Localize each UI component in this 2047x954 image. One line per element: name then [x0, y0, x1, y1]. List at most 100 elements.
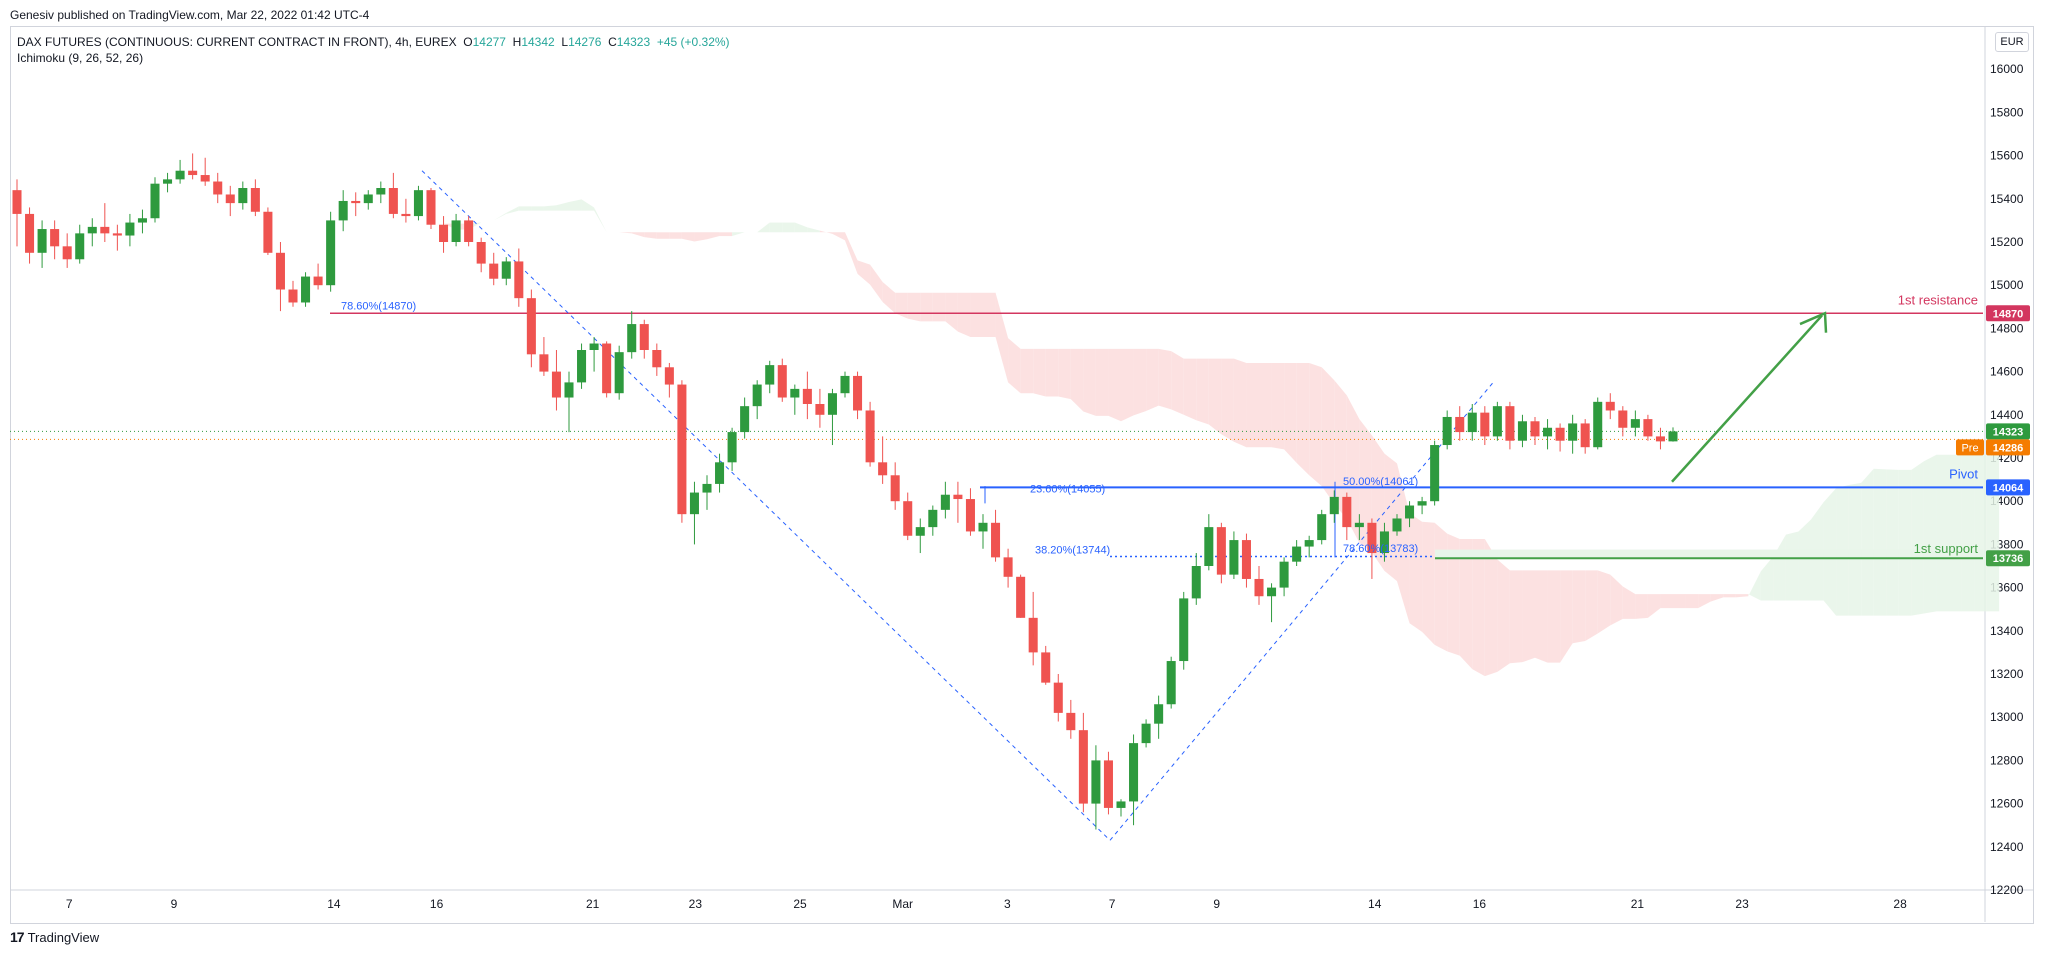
- candle-body[interactable]: [1605, 401, 1615, 411]
- candle-body[interactable]: [702, 483, 712, 493]
- candle-body[interactable]: [865, 410, 875, 463]
- candle-body[interactable]: [1492, 406, 1502, 437]
- candle-body[interactable]: [238, 188, 248, 204]
- candle-body[interactable]: [827, 393, 837, 415]
- candle-body[interactable]: [777, 365, 787, 398]
- candle-body[interactable]: [1643, 419, 1653, 437]
- candle-body[interactable]: [1028, 617, 1038, 653]
- candle-body[interactable]: [1267, 587, 1277, 597]
- candle-body[interactable]: [1066, 712, 1076, 731]
- candle-body[interactable]: [12, 190, 22, 214]
- candle-body[interactable]: [1655, 436, 1665, 442]
- candle-body[interactable]: [526, 298, 536, 355]
- candle-body[interactable]: [351, 200, 361, 204]
- candle-body[interactable]: [802, 388, 812, 404]
- candle-body[interactable]: [1580, 423, 1590, 448]
- candle-body[interactable]: [752, 384, 762, 407]
- candle-body[interactable]: [363, 194, 373, 204]
- candle-body[interactable]: [589, 343, 599, 350]
- candle-body[interactable]: [163, 179, 173, 184]
- candle-body[interactable]: [1379, 531, 1389, 554]
- candle-body[interactable]: [1543, 427, 1553, 437]
- candle-body[interactable]: [326, 220, 336, 286]
- candle-body[interactable]: [1392, 518, 1402, 532]
- candle-body[interactable]: [1154, 704, 1164, 724]
- candle-body[interactable]: [137, 218, 147, 223]
- candle-body[interactable]: [602, 343, 612, 394]
- candle-body[interactable]: [627, 324, 637, 353]
- candle-body[interactable]: [1455, 416, 1465, 433]
- candle-body[interactable]: [1229, 540, 1239, 575]
- candle-body[interactable]: [200, 175, 210, 182]
- candle-body[interactable]: [1204, 527, 1214, 566]
- candle-body[interactable]: [614, 352, 624, 394]
- candle-body[interactable]: [439, 224, 449, 242]
- candle-body[interactable]: [1216, 527, 1226, 575]
- candle-body[interactable]: [740, 406, 750, 433]
- candle-body[interactable]: [37, 229, 47, 253]
- candle-body[interactable]: [1116, 801, 1126, 808]
- candle-body[interactable]: [1317, 514, 1327, 541]
- candle-body[interactable]: [1241, 540, 1251, 579]
- candle-body[interactable]: [539, 354, 549, 372]
- candle-body[interactable]: [62, 246, 72, 260]
- candle-body[interactable]: [275, 252, 285, 290]
- candle-body[interactable]: [338, 200, 348, 221]
- candle-body[interactable]: [1530, 421, 1540, 437]
- candle-body[interactable]: [188, 170, 198, 176]
- candle-body[interactable]: [1091, 760, 1101, 804]
- candle-body[interactable]: [1630, 419, 1640, 428]
- candle-body[interactable]: [1517, 421, 1527, 441]
- candle-body[interactable]: [1141, 723, 1151, 744]
- candle-body[interactable]: [1405, 505, 1415, 519]
- candle-body[interactable]: [765, 365, 775, 385]
- candle-body[interactable]: [1342, 496, 1352, 528]
- candle-body[interactable]: [288, 289, 298, 303]
- candle-body[interactable]: [376, 188, 386, 195]
- candle-body[interactable]: [1016, 576, 1026, 618]
- candle-body[interactable]: [689, 492, 699, 515]
- candle-body[interactable]: [940, 494, 950, 510]
- candle-body[interactable]: [175, 170, 185, 180]
- candle-body[interactable]: [1668, 431, 1678, 442]
- candle-body[interactable]: [476, 242, 486, 264]
- candle-body[interactable]: [652, 350, 662, 368]
- candle-body[interactable]: [1129, 743, 1139, 802]
- candle-body[interactable]: [1417, 501, 1427, 506]
- candle-body[interactable]: [965, 499, 975, 532]
- candle-body[interactable]: [413, 190, 423, 217]
- candle-body[interactable]: [1191, 566, 1201, 599]
- candle-body[interactable]: [815, 404, 825, 415]
- candle-body[interactable]: [577, 350, 587, 383]
- candle-body[interactable]: [639, 324, 649, 350]
- candle-body[interactable]: [213, 181, 223, 195]
- candle-body[interactable]: [664, 367, 674, 385]
- candle-body[interactable]: [1593, 401, 1603, 448]
- candle-body[interactable]: [150, 183, 160, 219]
- candle-body[interactable]: [1292, 546, 1302, 562]
- candle-body[interactable]: [1053, 682, 1063, 713]
- candle-body[interactable]: [1166, 661, 1176, 705]
- candle-body[interactable]: [313, 276, 323, 286]
- candle-body[interactable]: [727, 432, 737, 463]
- candle-body[interactable]: [1618, 410, 1628, 428]
- candle-body[interactable]: [489, 263, 499, 279]
- candle-body[interactable]: [100, 226, 110, 234]
- candle-body[interactable]: [451, 220, 461, 242]
- candle-body[interactable]: [903, 501, 913, 536]
- candle-body[interactable]: [112, 233, 122, 236]
- candle-body[interactable]: [301, 276, 311, 303]
- candle-body[interactable]: [1103, 760, 1113, 808]
- indicator-label[interactable]: Ichimoku (9, 26, 52, 26): [17, 51, 144, 65]
- candle-body[interactable]: [978, 522, 988, 532]
- candle-body[interactable]: [1003, 557, 1013, 577]
- candle-body[interactable]: [1179, 598, 1189, 662]
- candle-body[interactable]: [677, 384, 687, 515]
- candle-body[interactable]: [1505, 406, 1515, 441]
- candle-body[interactable]: [1254, 578, 1264, 597]
- candle-body[interactable]: [564, 382, 574, 398]
- candle-body[interactable]: [50, 229, 60, 247]
- candle-body[interactable]: [715, 462, 725, 484]
- candle-body[interactable]: [25, 213, 35, 253]
